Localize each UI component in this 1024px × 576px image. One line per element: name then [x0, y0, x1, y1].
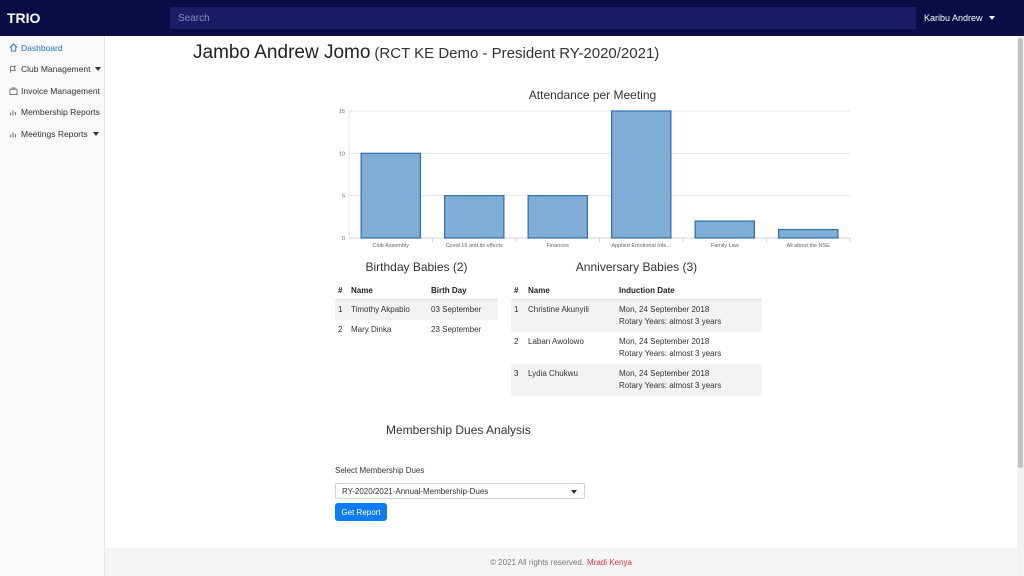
page-title: Jambo Andrew Jomo (RCT KE Demo - Presiden… — [193, 42, 659, 64]
member-name: Mary Dinka — [351, 325, 392, 334]
x-tick-label: Applied Emotional Inte... — [611, 243, 671, 249]
dues-select-label: Select Membership Dues — [335, 466, 425, 475]
sidebar-item-label: Dashboard — [21, 42, 63, 53]
member-name: Laban Awolowo — [528, 337, 584, 346]
rotary-years: Rotary Years: almost 3 years — [619, 381, 722, 390]
column-header: # — [335, 282, 348, 300]
rotary-years: Rotary Years: almost 3 years — [619, 317, 722, 326]
sidebar-item-label: Meetings Reports — [21, 128, 88, 139]
user-menu-dropdown[interactable]: Karibu Andrew — [924, 0, 995, 36]
induction-date-cell: Mon, 24 September 2018 Rotary Years: almo… — [616, 300, 762, 333]
y-tick-label: 5 — [342, 194, 345, 200]
chart-bar — [444, 195, 505, 239]
member-name: Timothy Akpabio — [351, 305, 410, 314]
row-number: 2 — [514, 337, 519, 346]
bar-chart-icon — [8, 108, 18, 117]
x-tick-label: Family Law — [711, 243, 739, 249]
greeting-name: Jambo Andrew Jomo — [193, 42, 371, 63]
induction-date-cell: Mon, 24 September 2018 Rotary Years: almo… — [616, 364, 762, 396]
chart-bar — [611, 110, 672, 239]
sidebar-item-invoice-management[interactable]: Invoice Management — [0, 80, 104, 102]
dues-analysis-title: Membership Dues Analysis — [386, 423, 531, 437]
dues-select-value: RY-2020/2021-Annual-Membership-Dues — [342, 486, 489, 496]
sidebar-item-label: Invoice Management — [21, 85, 100, 96]
anniversary-title: Anniversary Babies (3) — [575, 260, 698, 274]
table-row: 3 Lydia Chukwu Mon, 24 September 2018 Rot… — [511, 364, 762, 396]
birthday-table: # Name Birth Day 1 Timothy Akpabio 03 Se… — [335, 282, 498, 340]
table-row: 1 Timothy Akpabio 03 September — [335, 299, 498, 320]
row-number: 1 — [514, 305, 519, 314]
attendance-chart: 0 5 10 15 Club Assembly Covid 19 and its effe… — [330, 86, 855, 252]
top-navbar: TRIO Karibu Andrew — [0, 0, 1024, 36]
column-header: Name — [525, 282, 616, 300]
column-header: Birth Day — [428, 282, 498, 300]
search-input[interactable] — [170, 7, 916, 29]
sidebar-item-dashboard[interactable]: Dashboard — [0, 37, 104, 59]
induction-date: Mon, 24 September 2018 — [619, 369, 710, 378]
induction-date-cell: Mon, 24 September 2018 Rotary Years: almo… — [616, 332, 762, 364]
briefcase-icon — [8, 86, 18, 95]
sidebar: Dashboard Club Management Invoice Manage… — [0, 36, 105, 576]
sidebar-item-label: Membership Reports — [21, 107, 100, 118]
sidebar-item-meetings-reports[interactable]: Meetings Reports — [0, 123, 104, 145]
brand-logo[interactable]: TRIO — [7, 10, 41, 26]
footer-copyright: © 2021 All rights reserved. — [490, 557, 585, 567]
rotary-years: Rotary Years: almost 3 years — [619, 349, 722, 358]
table-row: 2 Mary Dinka 23 September — [335, 320, 498, 340]
chart-bar — [527, 195, 588, 239]
birth-day: 23 September — [431, 325, 482, 334]
table-row: 2 Laban Awolowo Mon, 24 September 2018 Ro… — [511, 332, 762, 364]
caret-down-icon — [988, 16, 995, 20]
x-tick-label: Finances — [547, 243, 570, 249]
greeting-subtitle: (RCT KE Demo - President RY-2020/2021) — [374, 45, 660, 62]
scrollbar-thumb[interactable] — [1018, 38, 1023, 468]
caret-down-icon — [95, 67, 102, 72]
get-report-button[interactable]: Get Report — [335, 503, 387, 521]
chart-title: Attendance per Meeting — [528, 88, 657, 102]
member-name: Christine Akunyili — [528, 305, 589, 314]
x-tick-label: Covid 19 and its effects — [446, 243, 503, 249]
member-name: Lydia Chukwu — [528, 369, 578, 378]
chart-bar — [778, 228, 839, 239]
table-row: 1 Christine Akunyili Mon, 24 September 2… — [511, 299, 762, 333]
sidebar-item-label: Club Management — [21, 64, 91, 75]
y-tick-label: 10 — [339, 151, 345, 157]
x-tick-label: All about the NSE — [787, 243, 831, 249]
home-icon — [8, 43, 18, 52]
column-header: Name — [348, 282, 428, 300]
y-tick-label: 15 — [339, 109, 345, 115]
footer: © 2021 All rights reserved. Mradi Kenya — [105, 548, 1017, 576]
induction-date: Mon, 24 September 2018 — [619, 305, 710, 314]
birthday-title: Birthday Babies (2) — [365, 260, 468, 274]
sidebar-item-membership-reports[interactable]: Membership Reports — [0, 102, 104, 124]
flag-icon — [8, 65, 18, 74]
chart-bar — [360, 152, 421, 239]
column-header: # — [511, 282, 525, 300]
footer-link[interactable]: Mradi Kenya — [587, 557, 632, 567]
sidebar-item-club-management[interactable]: Club Management — [0, 59, 104, 81]
row-number: 2 — [338, 325, 343, 334]
y-tick-label: 0 — [342, 236, 345, 242]
dues-select[interactable]: RY-2020/2021-Annual-Membership-Dues — [335, 483, 585, 499]
attendance-chart-svg: 0 5 10 15 Club Assembly Covid 19 and its effe… — [339, 109, 851, 249]
anniversary-table: # Name Induction Date 1 Christine Akunyi… — [511, 282, 762, 396]
induction-date: Mon, 24 September 2018 — [619, 337, 710, 346]
bar-chart-icon — [8, 129, 18, 138]
column-header: Induction Date — [616, 282, 762, 300]
scrollbar[interactable] — [1017, 36, 1024, 576]
row-number: 1 — [338, 305, 343, 314]
row-number: 3 — [514, 369, 519, 378]
caret-down-icon — [92, 131, 99, 136]
birth-day: 03 September — [431, 305, 482, 314]
user-menu-label: Karibu Andrew — [924, 13, 983, 23]
x-tick-label: Club Assembly — [373, 243, 410, 249]
chart-bar — [694, 220, 755, 239]
caret-down-icon — [571, 490, 577, 494]
